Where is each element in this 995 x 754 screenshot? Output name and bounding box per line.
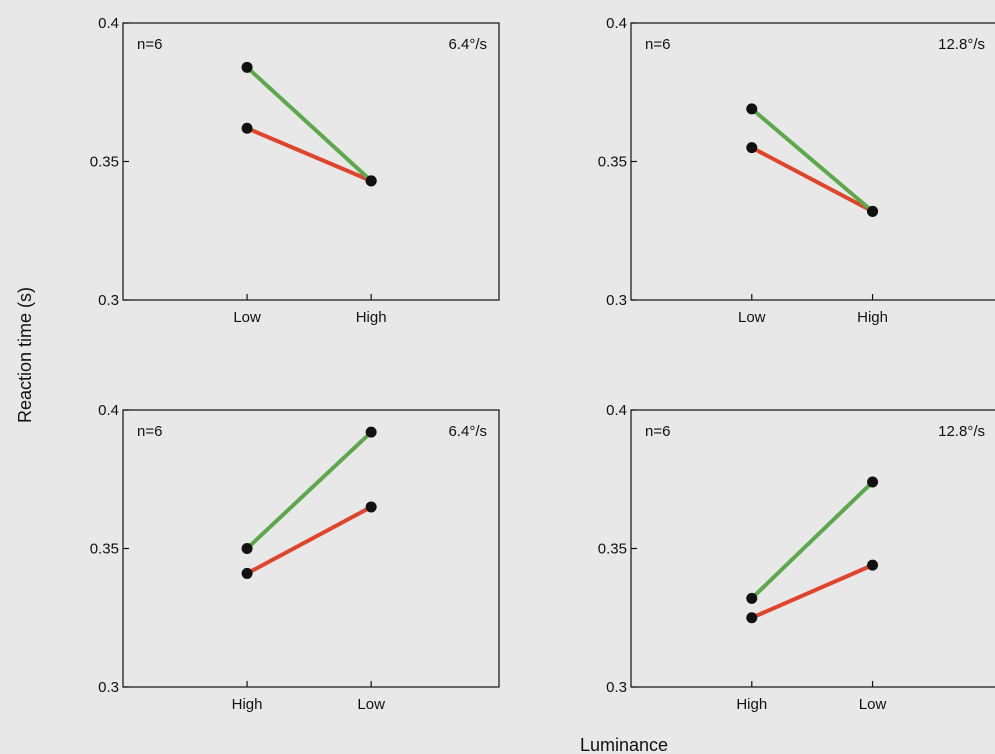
data-point-green [867,476,879,488]
chart-panel-1: 0.3 0.35 0.4 Low High n=6 6.4°/s [90,15,500,326]
y-tick-label: 0.3 [98,292,119,309]
y-tick-label: 0.4 [606,402,627,419]
data-point-red [867,559,879,571]
panels: 0.3 0.35 0.4 Low High n=6 6.4°/s 0.3 0.35 0.4 Low H… [90,15,995,713]
x-tick-label: High [356,309,387,326]
data-point-green [746,103,758,115]
speed-label: 6.4°/s [448,36,487,53]
x-tick-label: High [857,309,888,326]
x-tick-label: Low [357,696,385,713]
data-point-red [746,612,758,624]
series-line-green [245,430,374,551]
sample-size-label: n=6 [645,423,670,440]
series-line-red [245,504,374,576]
series-line-green [749,480,875,601]
series-line-red [749,145,875,214]
chart-panel-2: 0.3 0.35 0.4 Low High n=6 12.8°/s [598,15,995,326]
chart-panel-3: 0.3 0.35 0.4 High Low n=6 6.4°/s [90,402,500,713]
y-tick-label: 0.4 [98,15,119,32]
x-tick-label: Low [859,696,887,713]
series-line-green [749,106,875,214]
y-tick-label: 0.35 [598,541,627,558]
data-point-red [241,122,253,134]
data-point-red [241,567,253,579]
y-axis-title: Reaction time (s) [15,287,35,423]
y-tick-label: 0.4 [98,402,119,419]
y-tick-label: 0.35 [598,154,627,171]
x-tick-label: High [736,696,767,713]
plot-frame [630,409,995,688]
x-axis-title: Luminance [580,735,668,754]
plot-frame [122,409,500,688]
x-tick-label: High [232,696,263,713]
y-tick-label: 0.35 [90,154,119,171]
sample-size-label: n=6 [137,36,162,53]
chart-panel-4: 0.3 0.35 0.4 High Low n=6 12.8°/s [598,402,995,713]
sample-size-label: n=6 [645,36,670,53]
series-line-red [749,563,875,620]
data-point-green [365,175,377,187]
data-point-green [241,61,253,73]
speed-label: 12.8°/s [938,36,985,53]
data-point-green [241,543,253,554]
speed-label: 6.4°/s [448,423,487,440]
data-point-red [746,142,758,154]
y-tick-label: 0.3 [606,679,627,696]
data-point-green [867,205,879,217]
y-tick-label: 0.35 [90,541,119,558]
sample-size-label: n=6 [137,423,162,440]
x-tick-label: Low [738,309,766,326]
plot-frame [122,22,500,301]
series-line-green [245,65,374,183]
data-point-green [746,592,758,604]
speed-label: 12.8°/s [938,423,985,440]
series-line-red [245,126,374,183]
y-tick-label: 0.3 [98,679,119,696]
y-tick-label: 0.3 [606,292,627,309]
y-tick-label: 0.4 [606,15,627,32]
x-tick-label: Low [233,309,261,326]
data-point-red [365,501,377,513]
data-point-green [365,426,377,438]
